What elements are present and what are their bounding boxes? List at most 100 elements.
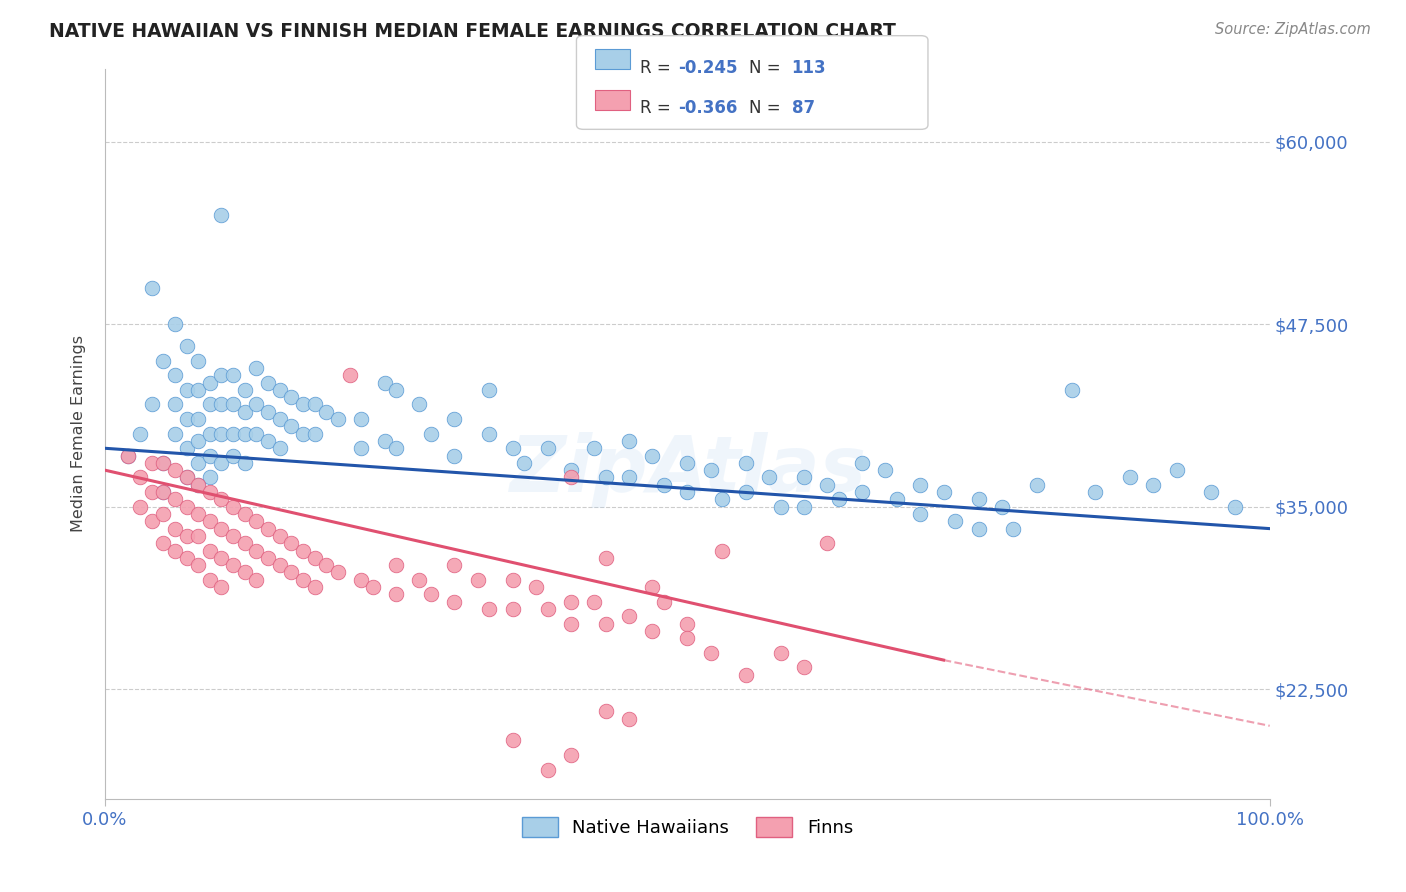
Point (176, 339, 198, 353)
Point (141, 280, 163, 294)
Point (187, 507, 209, 521)
Point (187, 456, 209, 470)
Point (350, 412, 373, 426)
Point (734, 456, 756, 470)
Point (595, 704, 617, 718)
Point (699, 646, 721, 660)
Point (875, 463, 897, 477)
Point (385, 587, 408, 601)
Point (163, 426, 186, 441)
Point (233, 426, 256, 441)
Text: NATIVE HAWAIIAN VS FINNISH MEDIAN FEMALE EARNINGS CORRELATION CHART: NATIVE HAWAIIAN VS FINNISH MEDIAN FEMALE… (49, 22, 896, 41)
Point (152, 507, 174, 521)
Point (211, 456, 233, 470)
Point (502, 442, 524, 456)
Point (350, 442, 373, 456)
Point (245, 397, 267, 411)
Point (478, 383, 501, 397)
Point (176, 412, 198, 426)
Point (408, 573, 430, 587)
Point (769, 646, 792, 660)
Point (1223, 500, 1246, 514)
Point (595, 470, 617, 484)
Point (652, 594, 675, 608)
Point (129, 500, 152, 514)
Point (502, 602, 524, 616)
Point (502, 733, 524, 747)
Point (245, 543, 267, 558)
Point (176, 500, 198, 514)
Point (595, 550, 617, 565)
Point (269, 412, 291, 426)
Point (245, 573, 267, 587)
Point (711, 543, 734, 558)
Point (198, 397, 221, 411)
Point (222, 449, 245, 463)
Point (257, 376, 280, 390)
Point (163, 397, 186, 411)
Point (1025, 477, 1047, 491)
Point (991, 500, 1014, 514)
Point (233, 405, 256, 419)
Point (233, 383, 256, 397)
Text: -0.366: -0.366 (678, 99, 737, 117)
Point (198, 376, 221, 390)
Point (1201, 485, 1223, 500)
Point (152, 485, 174, 500)
Point (176, 529, 198, 543)
Point (176, 383, 198, 397)
Text: 87: 87 (792, 99, 814, 117)
Point (910, 507, 932, 521)
Point (198, 543, 221, 558)
Point (560, 463, 582, 477)
Point (1002, 522, 1025, 536)
Point (420, 426, 443, 441)
Point (373, 434, 395, 448)
Point (129, 426, 152, 441)
Point (291, 573, 314, 587)
Point (280, 566, 302, 580)
Point (198, 470, 221, 484)
Point (304, 426, 326, 441)
Point (187, 477, 209, 491)
Point (967, 492, 990, 507)
Point (291, 397, 314, 411)
Point (641, 449, 664, 463)
Point (152, 353, 174, 368)
Point (676, 631, 699, 645)
Point (222, 558, 245, 573)
Point (560, 594, 582, 608)
Point (222, 500, 245, 514)
Point (536, 602, 558, 616)
Point (141, 397, 163, 411)
Point (141, 514, 163, 528)
Y-axis label: Median Female Earnings: Median Female Earnings (72, 335, 86, 533)
Point (513, 456, 536, 470)
Point (652, 477, 675, 491)
Point (269, 383, 291, 397)
Point (769, 500, 792, 514)
Point (198, 514, 221, 528)
Point (152, 456, 174, 470)
Point (269, 442, 291, 456)
Point (943, 514, 966, 528)
Point (176, 470, 198, 484)
Point (304, 580, 326, 594)
Point (711, 492, 734, 507)
Text: N =: N = (749, 59, 786, 77)
Point (828, 492, 851, 507)
Point (291, 543, 314, 558)
Point (245, 426, 267, 441)
Point (163, 543, 186, 558)
Point (304, 397, 326, 411)
Point (815, 477, 838, 491)
Point (269, 529, 291, 543)
Point (617, 470, 640, 484)
Point (1084, 485, 1107, 500)
Point (536, 763, 558, 777)
Point (257, 550, 280, 565)
Legend: Native Hawaiians, Finns: Native Hawaiians, Finns (515, 809, 860, 845)
Point (163, 463, 186, 477)
Point (280, 536, 302, 550)
Point (851, 456, 873, 470)
